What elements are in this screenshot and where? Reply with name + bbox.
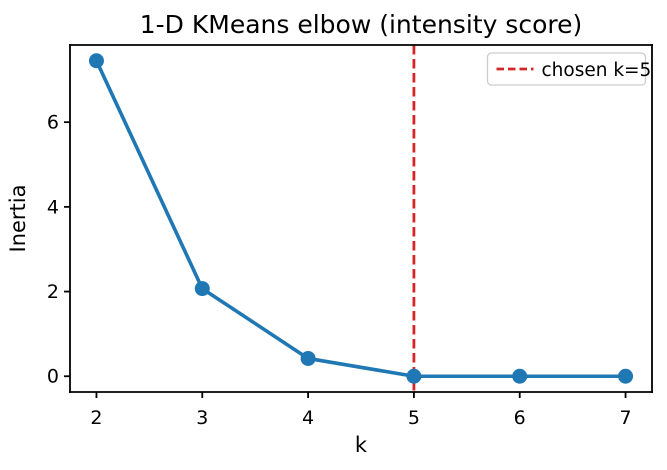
data-point-marker-k4 bbox=[300, 350, 316, 366]
legend-label: chosen k=5 bbox=[542, 60, 652, 81]
y-tick-label: 6 bbox=[47, 112, 59, 134]
data-point-marker-k6 bbox=[512, 368, 528, 384]
data-point-marker-k5 bbox=[406, 368, 422, 384]
x-tick-label: 4 bbox=[302, 407, 314, 429]
data-point-marker-k2 bbox=[88, 53, 104, 69]
chart-title: 1-D KMeans elbow (intensity score) bbox=[140, 10, 583, 39]
data-point-marker-k3 bbox=[194, 281, 210, 297]
data-point-marker-k7 bbox=[618, 368, 634, 384]
y-axis-label: Inertia bbox=[6, 185, 30, 253]
x-tick-label: 7 bbox=[619, 407, 631, 429]
y-tick-label: 2 bbox=[47, 281, 59, 303]
series-line bbox=[94, 58, 628, 379]
y-tick-label: 0 bbox=[47, 366, 59, 388]
x-axis-label: k bbox=[355, 433, 368, 457]
legend-box bbox=[486, 52, 647, 86]
x-tick-label: 3 bbox=[196, 407, 208, 429]
y-tick-label: 4 bbox=[47, 196, 59, 218]
x-tick-label: 2 bbox=[90, 407, 102, 429]
x-tick-label: 5 bbox=[408, 407, 420, 429]
x-tick-label: 6 bbox=[514, 407, 526, 429]
